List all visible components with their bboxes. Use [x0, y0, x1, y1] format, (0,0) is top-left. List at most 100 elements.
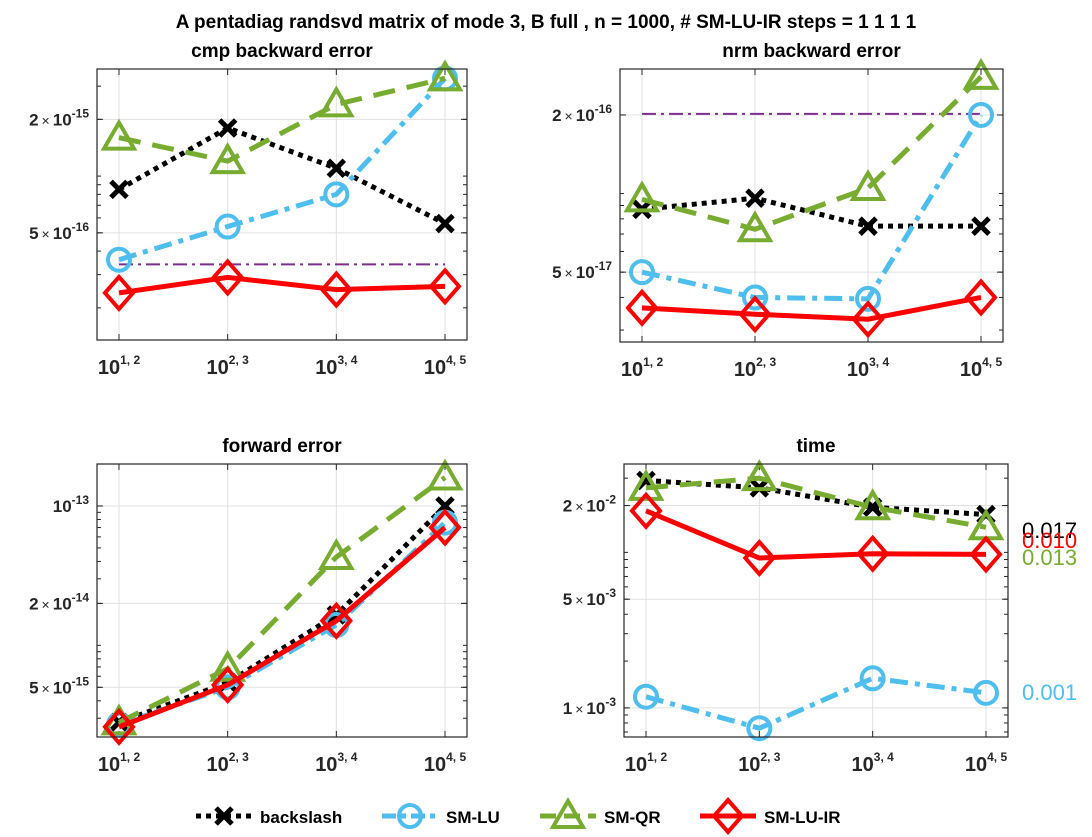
data-point [629, 259, 655, 286]
series-line [117, 125, 447, 226]
series-line [118, 274, 446, 296]
side-annotation: 0.017 [1022, 518, 1077, 543]
y-tick-label: 5 × 10-3 [563, 586, 617, 609]
figure-suptitle: A pentadiag randsvd matrix of mode 3, B … [176, 12, 917, 33]
x-tick-label: 102, 3 [207, 353, 250, 379]
data-point [854, 488, 892, 521]
data-point [629, 491, 663, 530]
series-line [645, 477, 987, 518]
y-tick-label: 1 × 10-3 [563, 695, 617, 718]
x-tick-label: 103, 4 [315, 750, 358, 776]
data-point [746, 715, 773, 742]
series-line [118, 76, 447, 263]
data-point [319, 270, 353, 309]
data-point [962, 57, 1000, 90]
data-point [211, 665, 245, 704]
legend-marker [711, 796, 745, 836]
subplot-title: nrm backward error [722, 41, 901, 62]
series-SM-LU-IR [102, 258, 462, 312]
series-backslash [632, 188, 991, 236]
x-tick-label: 101, 2 [625, 750, 668, 776]
data-point [973, 679, 999, 706]
legend-label: backslash [260, 808, 342, 827]
side-annotation: 0.010 [1022, 528, 1077, 553]
data-point [102, 273, 136, 312]
x-tick-label: 101, 2 [621, 355, 664, 381]
x-tick-label: 104, 5 [965, 750, 1008, 776]
subplot-title: forward error [222, 436, 342, 457]
data-point [738, 295, 772, 334]
data-point [969, 535, 1003, 574]
x-tick-label: 101, 2 [98, 353, 141, 379]
series-line [641, 294, 982, 322]
subplot-title: time [796, 436, 835, 457]
legend-label: SM-QR [604, 808, 661, 827]
series-line [641, 195, 981, 229]
series-SM-LU [629, 101, 994, 312]
legend-label: SM-LU [446, 808, 500, 827]
data-point [109, 179, 129, 200]
series-SM-LU-IR [625, 278, 998, 339]
data-point [102, 707, 136, 746]
data-point [100, 118, 138, 151]
x-tick-label: 102, 3 [734, 355, 777, 381]
legend-item-SM-QR: SM-QR [540, 796, 661, 829]
series-backslash [109, 496, 455, 733]
series-line [118, 504, 447, 725]
data-point [326, 158, 347, 179]
series-SM-LU [106, 65, 458, 273]
y-tick-label: 2 × 10-15 [29, 106, 89, 129]
data-point [971, 216, 991, 236]
series-line [641, 75, 983, 232]
data-point [214, 213, 241, 240]
series-line [118, 525, 447, 730]
series-line [118, 520, 447, 727]
data-point [623, 180, 661, 213]
x-tick-label: 104, 5 [424, 353, 467, 379]
x-tick-label: 104, 5 [960, 355, 1003, 381]
subplot-time: time 1 × 10-3 5 × 10-3 2 × 10-2 101, 2 102, 3 103, 4… [563, 436, 1077, 776]
legend-item-backslash: backslash [196, 806, 342, 827]
legend-marker [397, 803, 423, 829]
x-tick-label: 102, 3 [738, 750, 781, 776]
series-line [645, 675, 987, 731]
data-point [851, 300, 885, 339]
series-SM-QR [100, 458, 464, 736]
data-point [106, 246, 132, 273]
data-point [319, 601, 353, 640]
legend-marker [549, 796, 587, 829]
y-tick-label: 2 × 10-14 [29, 590, 89, 613]
data-point [428, 267, 462, 306]
data-point [968, 101, 994, 128]
data-point [209, 649, 247, 682]
series-backslash [109, 118, 455, 234]
data-point [217, 118, 238, 138]
x-tick-label: 103, 4 [315, 353, 358, 379]
data-point [625, 288, 659, 327]
data-point [964, 278, 998, 317]
subplot-nrm-backward-error: nrm backward error 5 × 10-17 2 × 10-16 101, 2 10… [552, 41, 1004, 381]
x-tick-label: 102, 3 [207, 750, 250, 776]
data-point [736, 210, 774, 243]
legend-item-SM-LU-IR: SM-LU-IR [700, 796, 840, 836]
y-tick-label: 5 × 10-17 [552, 259, 612, 282]
data-point [858, 216, 878, 236]
data-point [426, 59, 464, 92]
data-point [633, 683, 659, 710]
series-SM-LU-IR [629, 491, 1003, 578]
series-SM-LU [633, 665, 999, 742]
data-point [855, 285, 881, 312]
data-point [856, 534, 890, 573]
x-tick-label: 101, 2 [98, 750, 141, 776]
x-tick-label: 103, 4 [852, 750, 895, 776]
y-tick-label: 5 × 10-15 [29, 674, 89, 697]
series-line [118, 75, 446, 164]
data-point [211, 258, 245, 297]
data-point [428, 508, 462, 547]
data-point [317, 538, 355, 571]
series-SM-QR [100, 59, 464, 175]
series-line [117, 475, 447, 725]
x-tick-label: 104, 5 [424, 750, 467, 776]
series-line [645, 508, 987, 561]
